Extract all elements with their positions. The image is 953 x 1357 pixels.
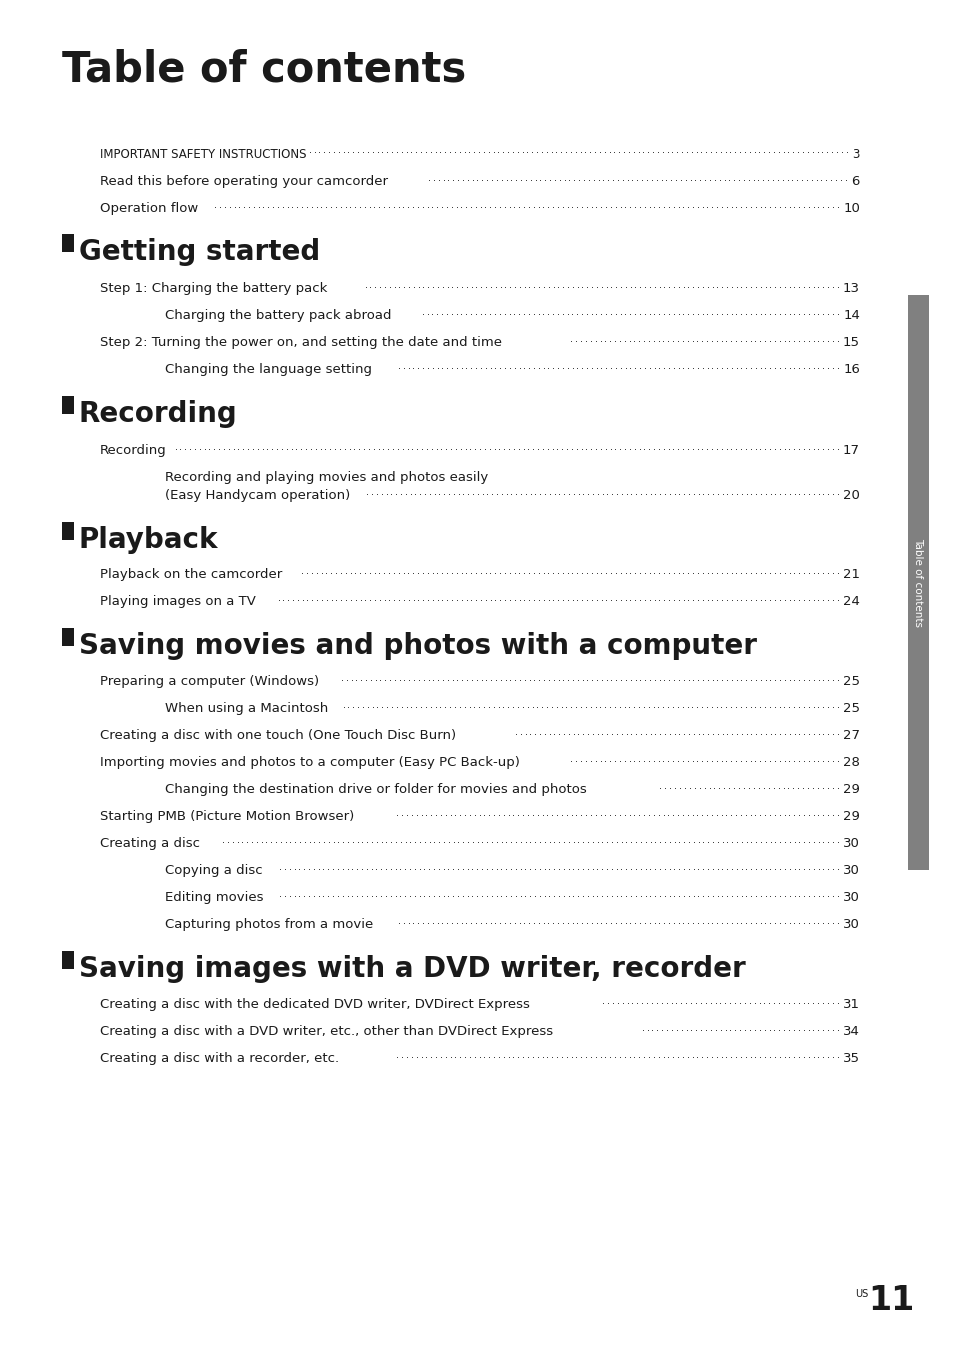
Text: 14: 14 [842, 309, 859, 322]
Text: 30: 30 [842, 917, 859, 931]
Text: Saving movies and photos with a computer: Saving movies and photos with a computer [79, 632, 757, 660]
Text: 27: 27 [842, 729, 859, 742]
Text: 10: 10 [842, 202, 859, 214]
Bar [62, 522, 74, 540]
Text: 28: 28 [842, 756, 859, 769]
Text: IMPORTANT SAFETY INSTRUCTIONS: IMPORTANT SAFETY INSTRUCTIONS [100, 148, 306, 161]
Text: Changing the destination drive or folder for movies and photos: Changing the destination drive or folder… [165, 783, 586, 797]
Text: 17: 17 [842, 444, 859, 457]
Bar [907, 294, 928, 870]
Text: 15: 15 [842, 337, 859, 349]
Text: Editing movies: Editing movies [165, 892, 263, 904]
Text: Starting PMB (Picture Motion Browser): Starting PMB (Picture Motion Browser) [100, 810, 354, 822]
Text: 30: 30 [842, 864, 859, 877]
Text: 30: 30 [842, 837, 859, 849]
Bar [62, 951, 74, 969]
Bar [62, 396, 74, 414]
Text: 29: 29 [842, 783, 859, 797]
Text: Creating a disc with the dedicated DVD writer, DVDirect Express: Creating a disc with the dedicated DVD w… [100, 997, 529, 1011]
Text: Recording: Recording [100, 444, 167, 457]
Text: 25: 25 [842, 674, 859, 688]
Text: Operation flow: Operation flow [100, 202, 198, 214]
Text: Playing images on a TV: Playing images on a TV [100, 594, 255, 608]
Text: Importing movies and photos to a computer (Easy PC Back-up): Importing movies and photos to a compute… [100, 756, 519, 769]
Text: Saving images with a DVD writer, recorder: Saving images with a DVD writer, recorde… [79, 955, 745, 982]
Text: Recording: Recording [79, 400, 237, 427]
Text: Charging the battery pack abroad: Charging the battery pack abroad [165, 309, 391, 322]
Text: 13: 13 [842, 282, 859, 294]
Text: 21: 21 [842, 569, 859, 581]
Text: Playback: Playback [79, 527, 218, 554]
Text: 3: 3 [852, 148, 859, 161]
Text: Table of contents: Table of contents [62, 47, 466, 90]
Text: 24: 24 [842, 594, 859, 608]
Text: Step 2: Turning the power on, and setting the date and time: Step 2: Turning the power on, and settin… [100, 337, 501, 349]
Text: Playback on the camcorder: Playback on the camcorder [100, 569, 282, 581]
Text: Copying a disc: Copying a disc [165, 864, 262, 877]
Text: Recording and playing movies and photos easily: Recording and playing movies and photos … [165, 471, 488, 484]
Text: 35: 35 [842, 1052, 859, 1065]
Text: 6: 6 [851, 175, 859, 189]
Text: US: US [854, 1289, 867, 1299]
Text: 29: 29 [842, 810, 859, 822]
Text: 11: 11 [867, 1284, 913, 1318]
Text: 34: 34 [842, 1025, 859, 1038]
Text: 31: 31 [842, 997, 859, 1011]
Text: When using a Macintosh: When using a Macintosh [165, 702, 328, 715]
Text: Capturing photos from a movie: Capturing photos from a movie [165, 917, 373, 931]
Text: Table of contents: Table of contents [913, 537, 923, 627]
Text: Preparing a computer (Windows): Preparing a computer (Windows) [100, 674, 319, 688]
Bar [62, 233, 74, 252]
Text: (Easy Handycam operation): (Easy Handycam operation) [165, 489, 350, 502]
Text: Creating a disc: Creating a disc [100, 837, 200, 849]
Text: 16: 16 [842, 364, 859, 376]
Text: Creating a disc with a DVD writer, etc., other than DVDirect Express: Creating a disc with a DVD writer, etc.,… [100, 1025, 553, 1038]
Text: 20: 20 [842, 489, 859, 502]
Text: Creating a disc with a recorder, etc.: Creating a disc with a recorder, etc. [100, 1052, 338, 1065]
Text: Step 1: Charging the battery pack: Step 1: Charging the battery pack [100, 282, 327, 294]
Text: Getting started: Getting started [79, 237, 320, 266]
Bar [62, 628, 74, 646]
Text: Read this before operating your camcorder: Read this before operating your camcorde… [100, 175, 388, 189]
Text: Changing the language setting: Changing the language setting [165, 364, 372, 376]
Text: 30: 30 [842, 892, 859, 904]
Text: 25: 25 [842, 702, 859, 715]
Text: Creating a disc with one touch (One Touch Disc Burn): Creating a disc with one touch (One Touc… [100, 729, 456, 742]
